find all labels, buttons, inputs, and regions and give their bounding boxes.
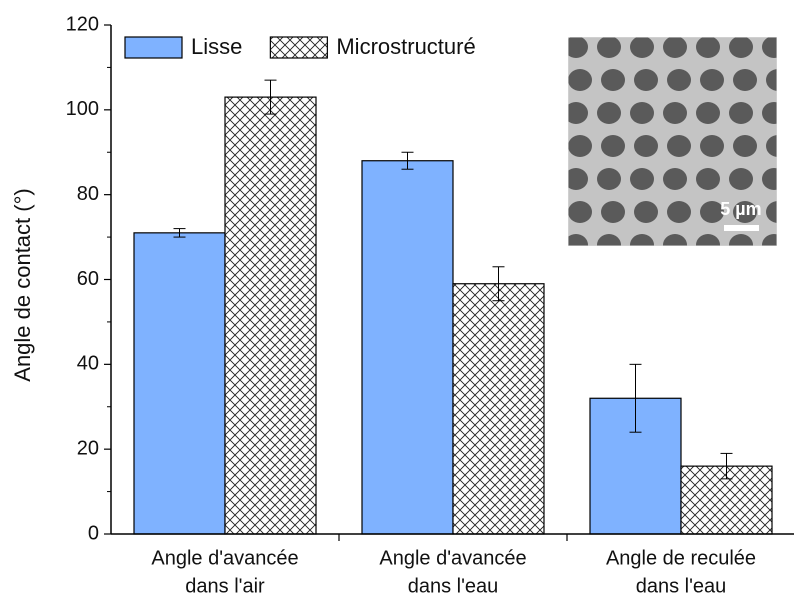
inset-dot [630, 168, 654, 190]
legend-swatch [124, 36, 183, 59]
inset-mask [548, 246, 794, 266]
inset-dot [630, 102, 654, 124]
inset-dot [700, 201, 724, 223]
scale-label: 5 µm [720, 199, 761, 219]
inset-dot [733, 69, 757, 91]
inset-dot [729, 168, 753, 190]
inset-dot [700, 135, 724, 157]
inset-mask [548, 37, 568, 246]
inset-dot [597, 168, 621, 190]
legend-label: Microstructuré [336, 34, 475, 59]
inset-dot [564, 102, 588, 124]
y-tick-label: 120 [66, 13, 99, 35]
scale-bar [724, 225, 759, 231]
bar [224, 96, 317, 535]
x-tick-label: dans l'air [185, 575, 265, 597]
inset-dot [597, 102, 621, 124]
inset-dot [630, 36, 654, 58]
inset-dot [601, 135, 625, 157]
x-tick-label: dans l'eau [408, 575, 499, 597]
y-tick-label: 0 [88, 522, 99, 544]
bar [452, 283, 545, 535]
y-axis-title: Angle de contact (°) [10, 188, 35, 381]
inset-dot [700, 69, 724, 91]
inset-dot [634, 69, 658, 91]
inset-dot [729, 36, 753, 58]
y-tick-label: 20 [77, 437, 99, 459]
inset-dot [696, 36, 720, 58]
legend-swatch [269, 36, 328, 59]
inset-dot [667, 135, 691, 157]
inset-dot [729, 102, 753, 124]
inset-dot [663, 102, 687, 124]
inset-dot [564, 168, 588, 190]
x-tick-label: dans l'eau [636, 575, 727, 597]
inset-dot [733, 201, 757, 223]
inset-dot [696, 168, 720, 190]
legend-label: Lisse [191, 34, 242, 59]
bar [133, 232, 226, 535]
inset-dot [568, 135, 592, 157]
x-tick-label: Angle d'avancée [151, 547, 298, 569]
inset-dot [663, 36, 687, 58]
x-tick-label: Angle d'avancée [379, 547, 526, 569]
inset-mask [777, 37, 794, 246]
inset-dot [667, 201, 691, 223]
inset-dot [601, 69, 625, 91]
inset-dot [634, 201, 658, 223]
inset-dot [667, 69, 691, 91]
y-tick-label: 60 [77, 268, 99, 290]
inset-dot [663, 168, 687, 190]
y-tick-label: 80 [77, 183, 99, 205]
x-tick-label: Angle de reculée [606, 547, 756, 569]
inset-dot [634, 135, 658, 157]
inset-dot [564, 36, 588, 58]
y-tick-label: 40 [77, 353, 99, 375]
inset-dot [597, 36, 621, 58]
y-tick-label: 100 [66, 98, 99, 120]
inset-dot [601, 201, 625, 223]
inset-dot [568, 69, 592, 91]
inset-dot [733, 135, 757, 157]
inset-mask [548, 17, 794, 37]
inset-dot [696, 102, 720, 124]
bar [361, 160, 454, 535]
inset-dot [568, 201, 592, 223]
